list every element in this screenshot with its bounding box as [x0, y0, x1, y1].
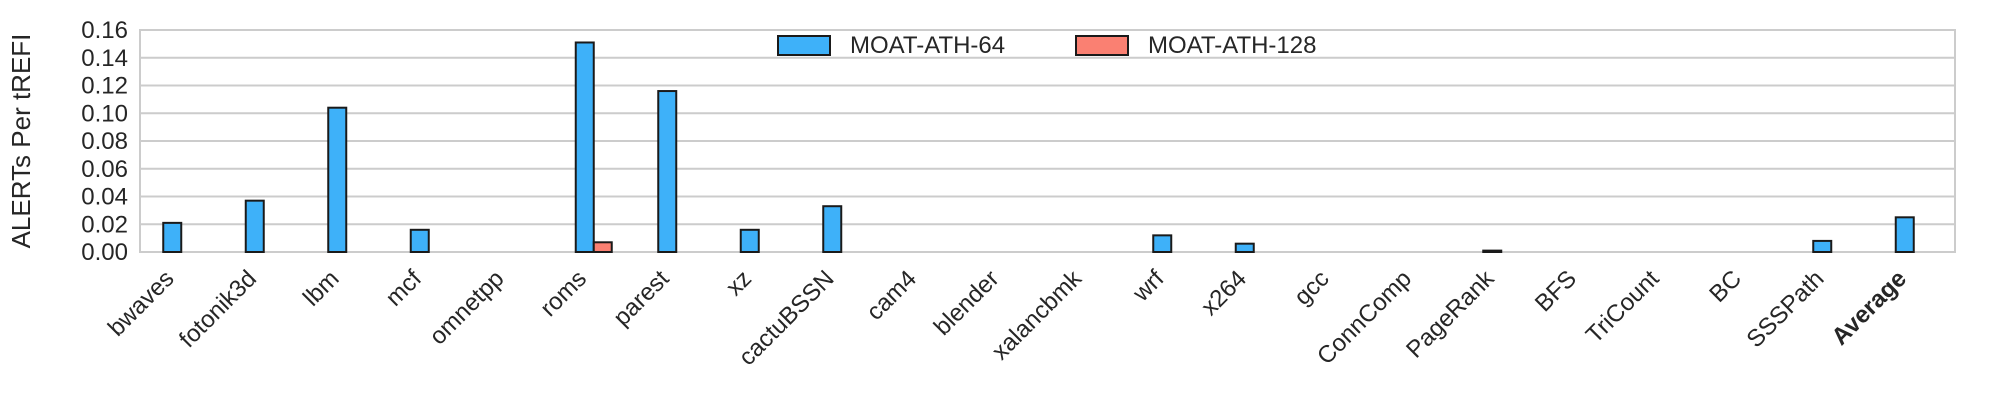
x-tick-label: cam4	[861, 265, 922, 326]
x-tick-label: omnetpp	[424, 265, 509, 350]
y-tick-label: 0.04	[81, 184, 128, 211]
legend-label: MOAT-ATH-128	[1148, 32, 1316, 59]
x-tick-label: x264	[1196, 265, 1252, 321]
x-tick-label: xz	[721, 265, 757, 301]
x-tick-label: blender	[929, 265, 1005, 341]
x-tick-label: BC	[1704, 265, 1747, 308]
bar-ath128-roms	[592, 241, 613, 254]
bar-ath64-wrf	[1152, 234, 1173, 254]
y-tick-label: 0.08	[81, 128, 128, 155]
x-tick-label: gcc	[1289, 265, 1335, 311]
y-tick-label: 0.06	[81, 156, 128, 183]
y-tick-label: 0.12	[81, 73, 128, 100]
y-tick-label: 0.00	[81, 239, 128, 266]
x-tick-label: bwaves	[103, 265, 180, 342]
bar-ath64-fotonik3d	[244, 199, 265, 254]
legend-label: MOAT-ATH-64	[850, 32, 1005, 59]
bar-ath64-mcf	[409, 228, 430, 254]
x-tick-label: lbm	[298, 265, 344, 311]
legend: MOAT-ATH-64 MOAT-ATH-128	[777, 32, 1316, 59]
y-axis-title: ALERTs Per tREFI	[6, 34, 36, 249]
bars-layer	[162, 41, 1915, 254]
x-tick-label: xalancbmk	[987, 264, 1088, 365]
grid-layer	[140, 29, 1955, 253]
x-tick-label: fotonik3d	[174, 265, 262, 353]
bar-ath64-ssspath	[1812, 239, 1833, 253]
legend-swatch	[1075, 35, 1129, 56]
y-tick-label: 0.02	[81, 211, 128, 238]
x-tick-label: Average	[1827, 265, 1912, 350]
legend-swatch	[777, 35, 831, 56]
y-tick-label: 0.10	[81, 100, 128, 127]
bar-ath64-xz	[739, 228, 760, 254]
bar-ath64-x264	[1234, 242, 1255, 254]
x-tick-label: PageRank	[1401, 264, 1500, 363]
bar-ath64-parest	[657, 90, 678, 253]
bar-ath64-bwaves	[162, 221, 183, 254]
plot-frame	[139, 29, 1956, 253]
bar-ath64-pagerank	[1482, 249, 1503, 254]
x-tick-label: wrf	[1127, 265, 1170, 308]
x-tick-label: parest	[608, 265, 674, 331]
x-tick-label: SSSPath	[1742, 265, 1830, 353]
bar-ath64-cactubssn	[822, 205, 843, 253]
y-tick-labels: 0.000.020.040.060.080.100.120.140.16	[81, 17, 128, 266]
x-tick-label: BFS	[1530, 265, 1582, 317]
bar-ath64-lbm	[327, 106, 348, 253]
bar-ath64-average	[1894, 216, 1915, 253]
x-tick-label: mcf	[381, 265, 428, 312]
bar-ath64-roms	[574, 41, 595, 253]
x-tick-label: TriCount	[1581, 265, 1665, 349]
y-tick-label: 0.16	[81, 17, 128, 44]
y-tick-label: 0.14	[81, 45, 128, 72]
x-tick-label: roms	[535, 265, 592, 322]
